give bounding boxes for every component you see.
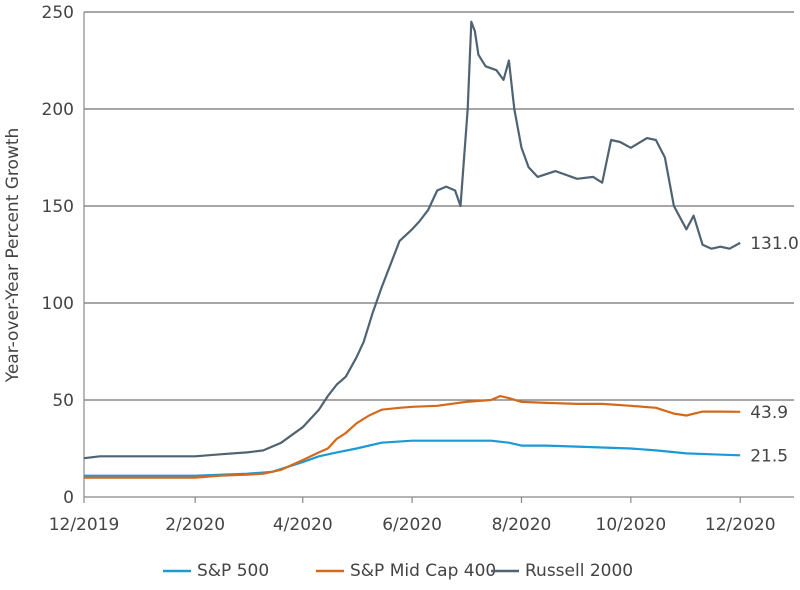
legend-label: S&P Mid Cap 400 [350,561,496,581]
x-tick-label: 4/2020 [273,515,333,535]
x-tick-label: 10/2020 [596,515,667,535]
legend-label: S&P 500 [197,561,269,581]
y-tick-label: 250 [42,3,74,23]
legend-label: Russell 2000 [525,561,633,581]
axes [83,12,794,498]
series-end-label: 21.5 [750,446,788,466]
legend: S&P 500 S&P Mid Cap 400 Russell 2000 [163,561,633,581]
x-tick-labels: 12/2019 2/2020 4/2020 6/2020 8/2020 10/2020 12… [49,497,776,535]
y-tick-label: 50 [52,391,74,411]
y-tick-label: 200 [42,100,74,120]
y-tick-labels: 0 50 100 150 200 250 [42,3,74,508]
series-end-label: 43.9 [750,403,788,423]
end-labels: 21.5 43.9 131.0 [750,234,799,466]
x-tick-label: 2/2020 [165,515,225,535]
x-tick-label: 6/2020 [382,515,442,535]
y-tick-label: 150 [42,197,74,217]
grid-lines [84,11,794,401]
series-line-1 [84,395,741,479]
y-axis-title: Year-over-Year Percent Growth [3,128,23,384]
y-tick-label: 0 [63,488,74,508]
series-line-0 [84,439,741,477]
series-end-label: 131.0 [750,234,799,254]
x-tick-label: 12/2019 [49,515,120,535]
x-tick-label: 12/2020 [705,515,776,535]
y-tick-label: 100 [42,294,74,314]
series-lines [83,20,741,479]
x-tick-label: 8/2020 [492,515,552,535]
series-line-2 [83,20,741,460]
